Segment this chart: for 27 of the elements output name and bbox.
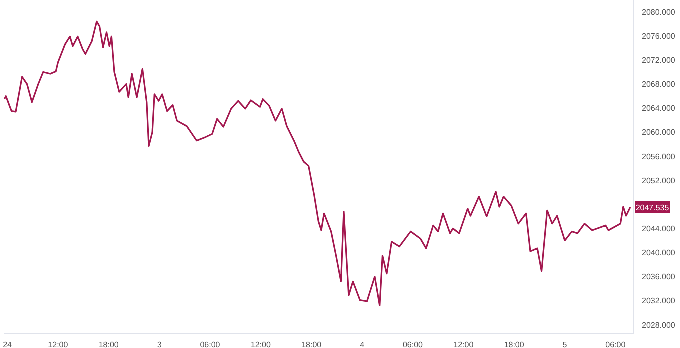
x-tick-label: 18:00: [302, 340, 322, 348]
y-tick-label: 2036.000: [642, 272, 676, 282]
x-tick-label: 06:00: [606, 340, 626, 348]
x-tick-label: 18:00: [98, 340, 120, 348]
y-tick-label: 2060.000: [642, 128, 676, 138]
x-tick-label: 12:00: [48, 340, 69, 348]
x-tick-label: 06:00: [402, 340, 424, 348]
y-tick-label: 2044.000: [642, 224, 676, 234]
y-tick-label: 2032.000: [642, 296, 676, 306]
y-tick-label: 2068.000: [642, 80, 676, 90]
y-tick-label: 2076.000: [642, 32, 676, 41]
x-tick-label: 3: [157, 340, 162, 348]
y-tick-label: 2056.000: [642, 152, 676, 162]
x-tick-label: 06:00: [200, 340, 221, 348]
annotation: 2047.535: [636, 203, 670, 212]
y-tick-label: 2080.000: [642, 8, 676, 17]
x-tick-label: 4: [360, 340, 366, 348]
x-tick-label: 12:00: [250, 340, 272, 348]
y-tick-label: 2028.000: [642, 320, 676, 330]
x-tick-label: 12:00: [454, 340, 474, 348]
x-tick-label: 5: [562, 340, 568, 348]
x-tick-label: 18:00: [504, 340, 525, 348]
y-tick-label: 2072.000: [642, 56, 676, 66]
x-tick-label: 24: [3, 340, 13, 348]
y-tick-label: 2052.000: [642, 176, 676, 186]
y-tick-label: 2064.000: [642, 104, 676, 114]
y-tick-label: 2040.000: [642, 248, 676, 258]
